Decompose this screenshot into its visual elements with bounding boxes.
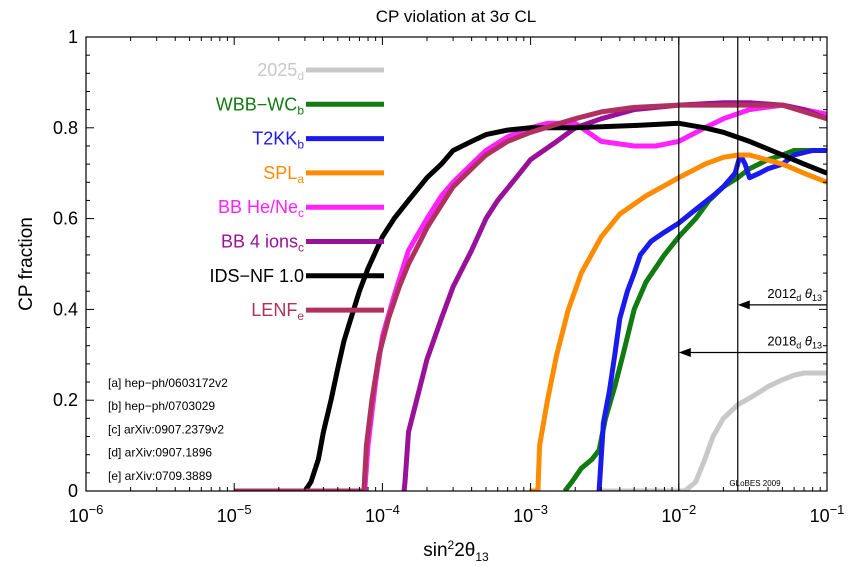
y-tick-label: 0.2 <box>53 390 78 410</box>
x-tick-label: 10−1 <box>810 502 845 526</box>
credit-label: GLoBES 2009 <box>729 479 781 488</box>
series-line-t2kkb <box>596 148 827 491</box>
annotation-arrowhead-2018 <box>678 348 691 358</box>
series-line-ids-nf-1-0 <box>302 120 827 491</box>
legend-label-ids-nf-1-0: IDS−NF 1.0 <box>209 266 304 286</box>
x-tick-label: 10−6 <box>69 502 104 526</box>
legend-label-wbb-wcb: WBB−WCb <box>216 94 305 117</box>
reference-1: [a] hep−ph/0603172v2 <box>108 376 228 390</box>
x-tick-label: 10−3 <box>513 502 548 526</box>
plot-frame <box>85 36 828 492</box>
y-tick-label: 0.6 <box>53 209 78 229</box>
x-tick-label: 10−5 <box>217 502 252 526</box>
series-line-2025d <box>601 370 827 491</box>
reference-5: [e] arXiv:0709.3889 <box>108 469 212 483</box>
legend-label-bb-4-ionsc: BB 4 ionsc <box>221 232 304 255</box>
legend-label-t2kkb: T2KKb <box>252 129 304 152</box>
annotation-label-2018: 2018d θ13 <box>767 334 822 351</box>
series-line-spla <box>529 152 827 491</box>
legend-label-bb-he-nec: BB He/Nec <box>218 197 304 220</box>
legend: 2025d WBB−WCb T2KKb SPLa BB He/Nec BB 4 ionsc… <box>209 60 384 323</box>
x-tick-label: 10−4 <box>365 502 400 526</box>
y-tick-label: 1 <box>68 27 78 47</box>
legend-label-lenfe: LENFe <box>251 300 304 323</box>
reference-2: [b] hep−ph/0703029 <box>108 399 215 413</box>
reference-3: [c] arXiv:0907.2379v2 <box>108 422 224 436</box>
vertical-lines <box>678 37 739 491</box>
chart-title: CP violation at 3σ CL <box>376 7 536 26</box>
annotation-label-2012: 2012d θ13 <box>767 286 822 303</box>
series-layer <box>234 100 827 491</box>
references: [a] hep−ph/0603172v2 [b] hep−ph/0703029 [c… <box>108 376 228 483</box>
axes-ticks: 10−6 10−5 10−4 10−3 10−2 10−1 0 0.2 0.4 0.6 0.8 1 <box>53 27 844 526</box>
y-tick-label: 0.4 <box>53 299 78 319</box>
annotations: 2012d θ13 2018d θ13 <box>678 286 827 358</box>
x-axis-label: sin22θ13 <box>423 538 489 564</box>
x-tick-label: 10−2 <box>661 502 696 526</box>
series-line-lenfe <box>234 102 827 491</box>
annotation-arrowhead-2012 <box>737 300 750 310</box>
legend-label-spla: SPLa <box>263 163 304 186</box>
y-tick-label: 0.8 <box>53 118 78 138</box>
reference-4: [d] arXiv:0907.1896 <box>108 446 212 460</box>
series-line-wbb-wcb <box>562 148 827 491</box>
y-tick-label: 0 <box>68 481 78 501</box>
legend-label-2025d: 2025d <box>257 60 304 83</box>
y-axis-label: CP fraction <box>16 217 37 311</box>
